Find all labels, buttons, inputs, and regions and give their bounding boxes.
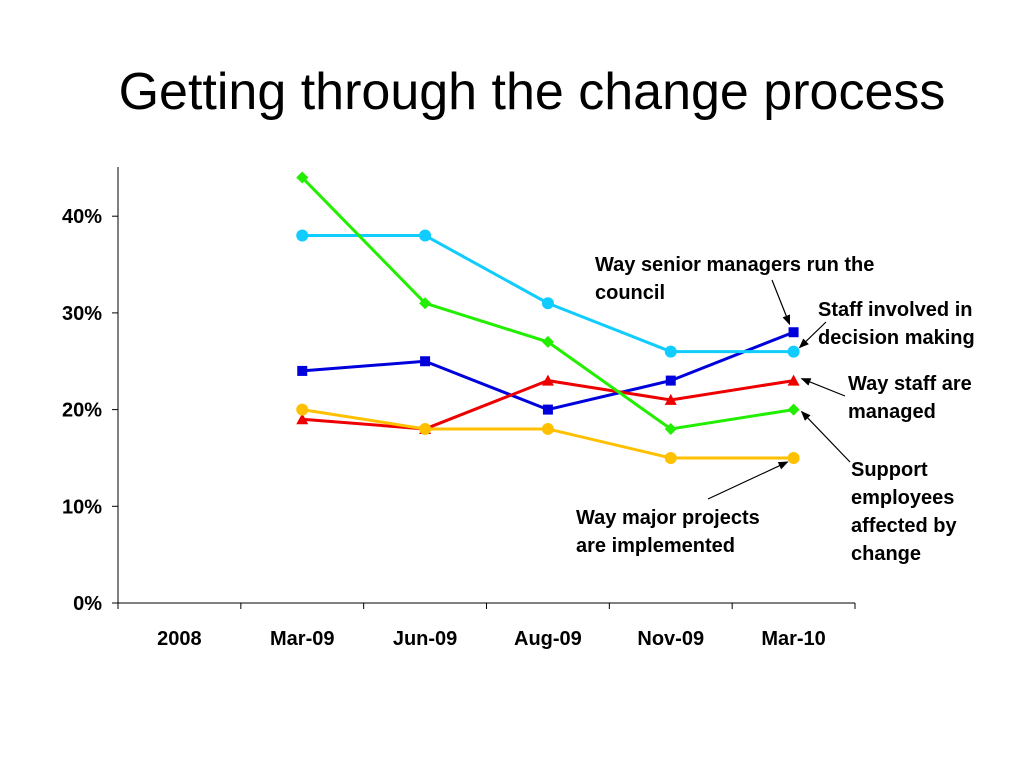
axes: 0% 10% 20% 30% 40% 2008 Mar-09 Jun-09 Aug-09 Nov-… <box>62 167 856 650</box>
data-point <box>787 374 800 386</box>
y-tick-label: 0% <box>73 593 102 615</box>
data-point <box>787 345 800 358</box>
annotation-text: are implemented <box>576 535 735 557</box>
annotation-arrow <box>771 279 791 326</box>
annotation-arrow <box>707 461 789 500</box>
data-point <box>419 297 432 310</box>
data-point <box>788 327 799 338</box>
x-tick-label: 2008 <box>157 628 202 650</box>
series-layer <box>296 171 800 464</box>
data-point <box>419 229 432 242</box>
series-3 <box>296 171 800 435</box>
annotation-text: Support <box>851 459 928 481</box>
annotation-arrow <box>800 410 851 463</box>
data-point <box>541 335 554 348</box>
data-point <box>419 422 432 435</box>
annotation-text: Staff involved in <box>818 299 972 321</box>
y-tick-label: 20% <box>62 400 102 422</box>
data-point <box>420 356 431 367</box>
annotation-text: decision making <box>818 327 975 349</box>
annotation-0: Way senior managers run the council <box>595 254 874 326</box>
annotation-text: employees <box>851 487 954 509</box>
annotation-text: Way staff are <box>848 373 972 395</box>
data-point <box>297 365 308 376</box>
series-4 <box>296 403 800 464</box>
data-point <box>664 393 677 405</box>
x-tick-label: Mar-09 <box>270 628 334 650</box>
annotation-layer: Way senior managers run the council Staff … <box>576 254 975 565</box>
annotation-arrow <box>798 321 827 349</box>
annotation-text: affected by <box>851 515 957 537</box>
annotation-text: change <box>851 543 921 565</box>
slide-title: Getting through the change process <box>118 63 946 121</box>
data-point <box>787 403 800 416</box>
data-point <box>664 422 677 435</box>
annotation-2: Way staff are managed <box>800 373 972 423</box>
series-0 <box>297 327 799 415</box>
data-point <box>664 451 677 464</box>
data-point <box>296 229 309 242</box>
data-point <box>787 451 800 464</box>
series-1 <box>296 229 800 358</box>
annotation-3: Support employees affected by change <box>800 410 957 565</box>
annotation-1: Staff involved in decision making <box>798 299 975 349</box>
y-tick-label: 10% <box>62 496 102 518</box>
data-point <box>296 403 309 416</box>
series-2 <box>296 374 800 434</box>
data-point <box>541 422 554 435</box>
data-point <box>665 375 676 386</box>
data-point <box>541 297 554 310</box>
data-point <box>664 345 677 358</box>
annotation-text: managed <box>848 401 936 423</box>
annotation-4: Way major projects are implemented <box>576 461 789 557</box>
annotation-text: Way senior managers run the <box>595 254 874 276</box>
data-point <box>296 171 309 184</box>
x-tick-label: Mar-10 <box>761 628 825 650</box>
annotation-text: Way major projects <box>576 507 760 529</box>
x-tick-label: Nov-09 <box>637 628 704 650</box>
annotation-arrow <box>800 378 846 397</box>
y-tick-label: 30% <box>62 303 102 325</box>
x-tick-label: Aug-09 <box>514 628 582 650</box>
x-tick-label: Jun-09 <box>393 628 457 650</box>
data-point <box>296 413 309 425</box>
data-point <box>542 404 553 415</box>
annotation-text: council <box>595 282 665 304</box>
y-tick-label: 40% <box>62 206 102 228</box>
data-point <box>541 374 554 386</box>
